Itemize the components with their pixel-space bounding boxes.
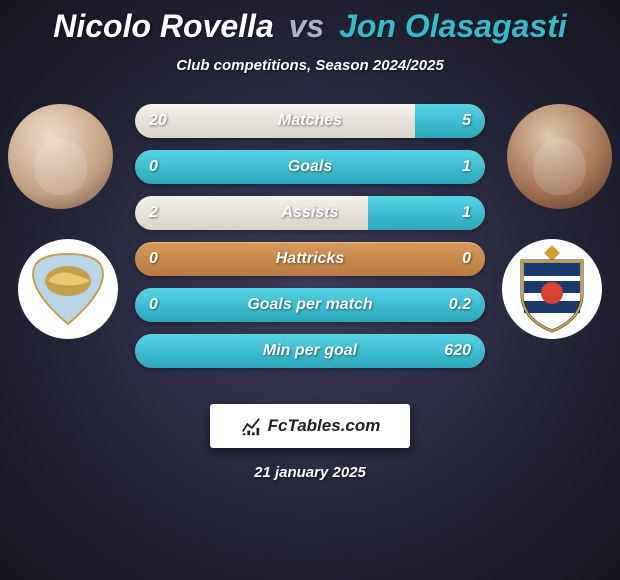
subtitle: Club competitions, Season 2024/2025 — [0, 45, 620, 74]
player1-value: 0 — [149, 150, 158, 184]
stat-bars: Matches205Goals01Assists21Hattricks00Goa… — [135, 104, 485, 380]
stat-label: Hattricks — [135, 242, 485, 276]
real-sociedad-crest-icon — [502, 239, 602, 339]
player2-value: 620 — [444, 334, 471, 368]
player2-value: 1 — [462, 150, 471, 184]
player1-value: 2 — [149, 196, 158, 230]
footer-date: 21 january 2025 — [0, 464, 620, 481]
player1-value: 20 — [149, 104, 167, 138]
player2-value: 0.2 — [449, 288, 471, 322]
comparison-content: Matches205Goals01Assists21Hattricks00Goa… — [0, 104, 620, 394]
player2-value: 5 — [462, 104, 471, 138]
fctables-logo: FcTables.com — [210, 404, 410, 448]
stat-label: Min per goal — [135, 334, 485, 368]
stat-row: Matches20 5 — [135, 104, 485, 138]
player1-value: 0 — [149, 242, 158, 276]
fctables-text: FcTables.com — [268, 416, 381, 436]
player1-value: 0 — [149, 288, 158, 322]
player2-value: 1 — [462, 196, 471, 230]
player2-value: 0 — [462, 242, 471, 276]
player1-avatar — [8, 104, 113, 209]
stat-row: Min per goal620 — [135, 334, 485, 368]
player2-avatar — [507, 104, 612, 209]
comparison-title: Nicolo Rovella vs Jon Olasagasti — [0, 0, 620, 45]
stat-row: Hattricks0 0 — [135, 242, 485, 276]
vs-separator: vs — [283, 8, 331, 44]
stat-label: Goals per match — [135, 288, 485, 322]
stat-label: Assists — [135, 196, 485, 230]
stat-row: Assists2 1 — [135, 196, 485, 230]
player1-club-crest — [18, 239, 118, 339]
chart-icon — [240, 415, 262, 437]
stat-row: Goals0 1 — [135, 150, 485, 184]
lazio-crest-icon — [18, 239, 118, 339]
player1-name: Nicolo Rovella — [53, 8, 274, 44]
player2-club-crest — [502, 239, 602, 339]
stat-label: Matches — [135, 104, 485, 138]
player2-name: Jon Olasagasti — [339, 8, 567, 44]
stat-label: Goals — [135, 150, 485, 184]
stat-row: Goals per match0 0.2 — [135, 288, 485, 322]
